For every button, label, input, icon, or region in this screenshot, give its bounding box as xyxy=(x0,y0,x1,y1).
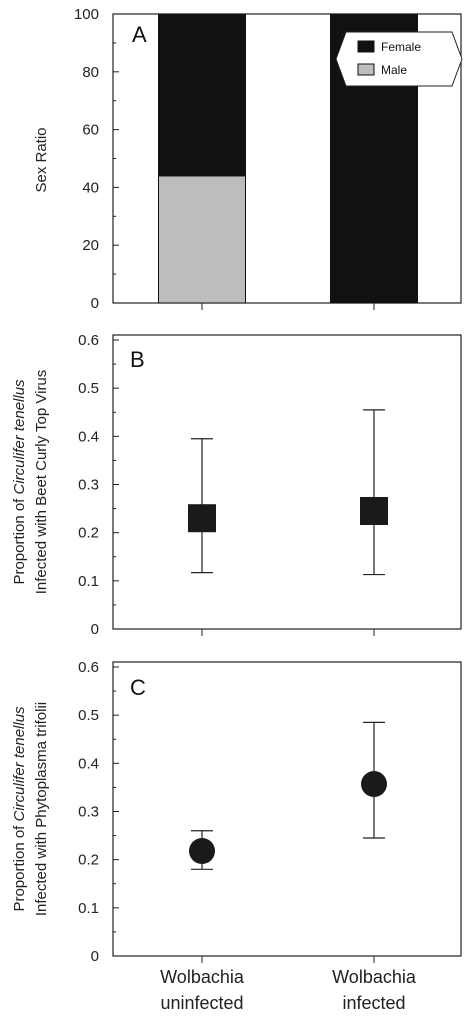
legend-swatch-female xyxy=(357,40,375,53)
y-tick-label: 0.4 xyxy=(78,755,99,772)
y-tick-label: 20 xyxy=(82,237,99,254)
y-tick-label: 40 xyxy=(82,179,99,196)
panel-c-y-ticks: 0 0.1 0.2 0.3 0.4 0.5 0.6 xyxy=(78,659,375,965)
panel-c-frame xyxy=(112,661,462,957)
x-label-infected-line2: infected xyxy=(342,993,405,1013)
panel-a-ylabel: Sex Ratio xyxy=(33,127,50,192)
panel-c-ylabel-line1: Proportion of Circulifer tenellus xyxy=(11,706,28,912)
panel-a-y-ticks: 0 20 40 60 80 100 xyxy=(74,6,375,312)
panel-c-ylabel-prefix: Proportion of xyxy=(11,821,28,911)
y-tick-label: 0.6 xyxy=(78,659,99,676)
x-category-labels: Wolbachia uninfected Wolbachia infected xyxy=(160,967,417,1013)
panel-a: 0 20 40 60 80 100 A Sex Ratio Female Male xyxy=(33,6,463,312)
data-point-circle xyxy=(189,837,215,864)
panel-b-ylabel-line2: Infected with Beet Curly Top Virus xyxy=(33,370,50,595)
data-point-circle xyxy=(361,771,387,798)
data-point-square xyxy=(188,504,216,533)
y-tick-label: 60 xyxy=(82,122,99,139)
x-label-uninfected-line1: Wolbachia xyxy=(160,967,245,987)
y-tick-label: 0.6 xyxy=(78,332,99,349)
y-tick-label: 0.5 xyxy=(78,707,99,724)
panel-c: 0 0.1 0.2 0.3 0.4 0.5 0.6 C Proportion of Circ… xyxy=(11,659,462,965)
panel-b-ylabel-line1: Proportion of Circulifer tenellus xyxy=(11,379,28,585)
bar-male xyxy=(158,175,246,304)
y-tick-label: 0.4 xyxy=(78,428,99,445)
y-tick-label: 0 xyxy=(91,948,99,965)
panel-c-letter: C xyxy=(130,675,146,700)
legend-label-female: Female xyxy=(381,40,421,54)
panel-c-ylabel-species: Circulifer tenellus xyxy=(11,706,28,822)
y-tick-label: 80 xyxy=(82,64,99,81)
bar-female xyxy=(158,13,246,177)
panel-b-points xyxy=(188,409,388,576)
y-tick-label: 100 xyxy=(74,6,99,23)
y-tick-label: 0.3 xyxy=(78,477,99,494)
legend-swatch-male xyxy=(357,63,375,76)
y-tick-label: 0.1 xyxy=(78,573,99,590)
panel-a-legend: Female Male xyxy=(335,31,463,87)
panel-b-letter: B xyxy=(130,347,145,372)
data-point-square xyxy=(360,496,388,525)
panel-b-y-ticks: 0 0.1 0.2 0.3 0.4 0.5 0.6 xyxy=(78,332,375,638)
panel-b-ylabel-species: Circulifer tenellus xyxy=(11,379,28,495)
y-tick-label: 0 xyxy=(91,621,99,638)
y-tick-label: 0.2 xyxy=(78,525,99,542)
panel-b: 0 0.1 0.2 0.3 0.4 0.5 0.6 B Proportion of Circ… xyxy=(11,332,462,638)
panel-c-points xyxy=(189,721,387,870)
panel-b-frame xyxy=(112,334,462,630)
y-tick-label: 0 xyxy=(91,295,99,312)
panel-c-ylabel-line2: Infected with Phytoplasma trifolii xyxy=(33,702,50,916)
y-tick-label: 0.2 xyxy=(78,852,99,869)
x-label-infected-line1: Wolbachia xyxy=(332,967,417,987)
panel-b-ylabel-prefix: Proportion of xyxy=(11,494,28,584)
y-tick-label: 0.1 xyxy=(78,900,99,917)
legend-label-male: Male xyxy=(381,63,407,77)
x-label-uninfected-line2: uninfected xyxy=(160,993,243,1013)
y-tick-label: 0.3 xyxy=(78,804,99,821)
panel-a-letter: A xyxy=(132,22,147,47)
y-tick-label: 0.5 xyxy=(78,380,99,397)
